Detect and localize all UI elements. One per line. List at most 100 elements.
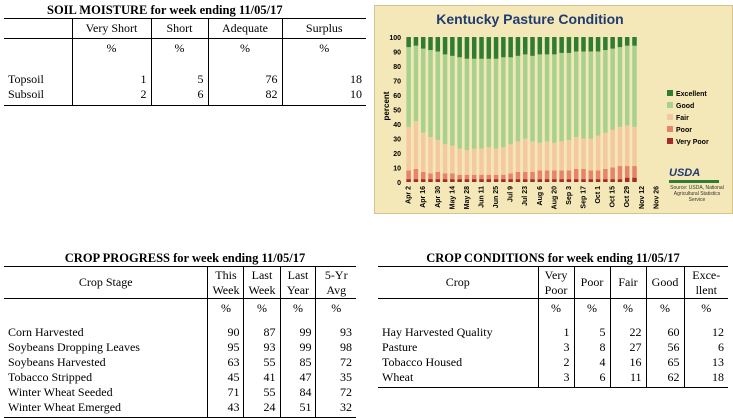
bar-segment-fair (544, 141, 550, 171)
row-label: Soybeans Dropping Leaves (8, 339, 140, 354)
legend-swatch (667, 90, 673, 96)
bar-segment-fair (632, 126, 637, 167)
bar-segment-fair (552, 142, 557, 171)
soil-unit: % (71, 38, 151, 58)
bar-segment-poor (464, 174, 470, 180)
bar-segment-very-poor (595, 179, 601, 182)
soil-value: 2 (71, 86, 151, 102)
cell-value: 22 (609, 324, 646, 340)
bar-segment-excellent (457, 37, 462, 58)
bar-segment-good (544, 54, 550, 142)
bar-segment-very-poor (493, 179, 499, 182)
cell-value: 16 (609, 354, 646, 370)
bar-segment-good (471, 58, 477, 149)
legend-label: Poor (676, 127, 692, 134)
table-row: Winter Wheat Emerged 43 24 51 32 (4, 399, 356, 415)
bar-segment-very-poor (617, 179, 623, 182)
bar-segment-excellent (566, 37, 572, 53)
conditions-unit: % (645, 298, 684, 319)
bar-segment-very-poor (610, 179, 615, 182)
bar-segment-good (457, 57, 462, 149)
bar-segment-excellent (442, 37, 448, 55)
bar-segment-very-poor (573, 179, 579, 182)
bar-segment-poor (457, 174, 462, 180)
cell-value: 71 (207, 384, 244, 400)
y-tick-label: 60 (393, 93, 401, 100)
bar-segment-good (537, 54, 543, 143)
bar-segment-very-poor (464, 179, 470, 182)
cell-value: 55 (243, 384, 280, 400)
cell-value: 90 (207, 324, 244, 340)
bar-segment-good (573, 51, 579, 138)
conditions-unit: % (537, 298, 574, 319)
bar-segment-poor (486, 174, 492, 180)
row-label: Soybeans Harvested (8, 354, 106, 369)
progress-unit: % (315, 298, 356, 319)
cell-value: 99 (279, 339, 316, 355)
soil-moisture-title: SOIL MOISTURE for week ending 11/05/17 (47, 3, 283, 17)
bar-segment-poor (413, 168, 419, 180)
table-row: Winter Wheat Seeded 71 55 84 72 (4, 384, 356, 400)
bar-segment-excellent (522, 37, 528, 55)
bar-segment-excellent (603, 37, 608, 51)
bar-segment-poor (501, 174, 506, 180)
bar-segment-poor (588, 170, 594, 180)
cell-value: 55 (243, 354, 280, 370)
bar-segment-good (435, 51, 441, 140)
bar-segment-poor (617, 166, 623, 180)
cell-value: 3 (537, 369, 574, 385)
bar-segment-good (603, 50, 608, 133)
bar-segment-poor (493, 174, 499, 180)
bar-segment-excellent (471, 37, 477, 59)
bar-segment-fair (588, 138, 594, 171)
legend-label: Fair (676, 115, 689, 122)
bar-segment-good (508, 57, 513, 145)
bar-segment-very-poor (435, 179, 441, 182)
bar-segment-poor (530, 171, 535, 180)
bar-segment-very-poor (588, 179, 594, 182)
bar-segment-good (450, 55, 455, 146)
x-tick-label: Sep 17 (581, 186, 588, 209)
bar-segment-excellent (632, 37, 637, 46)
bar-segment-poor (559, 170, 564, 180)
bar-segment-poor (610, 167, 615, 180)
bar-segment-very-poor (522, 179, 528, 182)
soil-value: 1 (71, 71, 151, 87)
conditions-unit: % (609, 298, 646, 319)
soil-unit: % (150, 38, 208, 58)
pasture-condition-chart: Kentucky Pasture Condition percent 0 10 20… (374, 5, 733, 214)
progress-unit: % (279, 298, 316, 319)
legend-swatch (667, 126, 673, 132)
cell-value: 99 (279, 324, 316, 340)
cell-value: 6 (573, 369, 610, 385)
x-tick-label: Jul 9 (508, 186, 515, 202)
bar-segment-fair (573, 137, 579, 169)
y-tick-label: 20 (393, 151, 401, 158)
y-tick-label: 10 (393, 166, 401, 173)
usda-source-text: Source: USDA, National Agricultural Stat… (670, 185, 724, 203)
bar-segment-poor (522, 171, 528, 180)
progress-header: This Week (207, 266, 244, 299)
bar-segment-poor (632, 166, 637, 178)
bar-segment-fair (457, 148, 462, 175)
bar-segment-very-poor (632, 177, 637, 182)
progress-header: Last Week (243, 266, 280, 299)
progress-unit: % (243, 298, 280, 319)
progress-header: Last Year (279, 266, 316, 299)
bar-segment-good (413, 45, 419, 122)
cell-value: 18 (683, 369, 728, 385)
conditions-header: Exce-llent (683, 266, 728, 299)
cell-value: 24 (243, 399, 280, 415)
bar-segment-very-poor (450, 179, 455, 182)
bar-segment-very-poor (486, 179, 492, 182)
bar-segment-excellent (573, 37, 579, 52)
bar-segment-excellent (450, 37, 455, 56)
bar-segment-fair (537, 142, 543, 171)
cell-value: 72 (315, 354, 356, 370)
bar-segment-very-poor (544, 179, 550, 182)
bar-segment-good (559, 52, 564, 142)
cell-value: 93 (315, 324, 356, 340)
bar-segment-good (501, 57, 506, 148)
bar-segment-fair (442, 144, 448, 174)
row-label: Pasture (382, 339, 418, 354)
